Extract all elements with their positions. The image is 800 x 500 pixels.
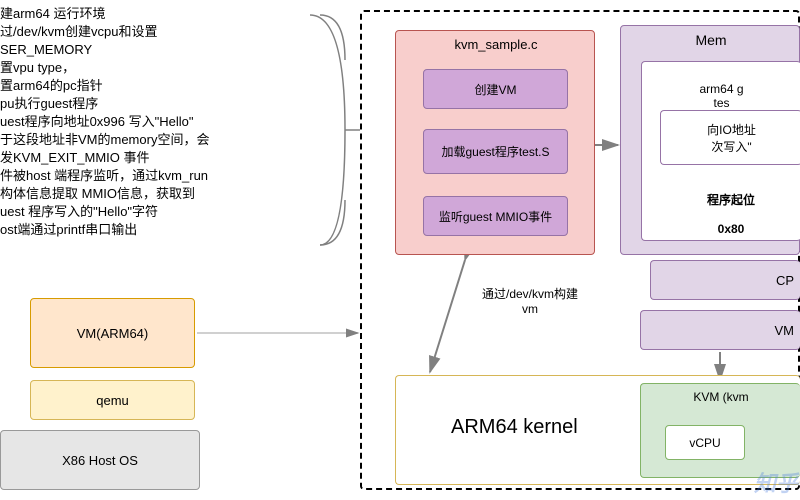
qemu-box: qemu xyxy=(30,380,195,420)
memory-title: Mem xyxy=(621,32,800,48)
desc-line: 于这段地址非VM的memory空间，会 xyxy=(0,131,345,149)
desc-line: uest 程序写入的"Hello"字符 xyxy=(0,203,345,221)
mem-sub2-text: 向IO地址 次写入" xyxy=(707,121,756,155)
desc-line: pu执行guest程序 xyxy=(0,95,345,113)
kvm-label: KVM (kvm xyxy=(641,390,800,404)
item-label: 创建VM xyxy=(474,81,516,98)
kvmsample-item-mmio: 监听guest MMIO事件 xyxy=(423,196,568,236)
kvmsample-item-createvm: 创建VM xyxy=(423,69,568,109)
desc-line: 置vpu type， xyxy=(0,59,345,77)
memory-box: Mem arm64 g tes 向IO地址 次写入" 程序起位 0x80 xyxy=(620,25,800,255)
cpu-box: CP xyxy=(650,260,800,300)
desc-line: 建arm64 运行环境 xyxy=(0,5,345,23)
zhihu-watermark: 知乎 xyxy=(754,466,798,498)
desc-line: 件被host 端程序监听，通过kvm_run xyxy=(0,167,345,185)
arm64-kernel-label: ARM64 kernel xyxy=(451,416,578,439)
desc-line: ost端通过printf串口输出 xyxy=(0,221,345,239)
mem-sub1-text: arm64 g tes xyxy=(646,82,797,110)
cpu-label: CP xyxy=(776,273,794,288)
kvmsample-box: kvm_sample.c 创建VM 加载guest程序test.S 监听gues… xyxy=(395,30,595,255)
mem-sub3-line1: 程序起位 xyxy=(660,191,800,208)
vcpu-label: vCPU xyxy=(689,436,720,450)
desc-line: 发KVM_EXIT_MMIO 事件 xyxy=(0,149,345,167)
kvmsample-title: kvm_sample.c xyxy=(396,37,596,52)
memory-sub2: 向IO地址 次写入" xyxy=(660,110,800,165)
desc-line: uest程序向地址0x996 写入"Hello" xyxy=(0,113,345,131)
vm2-box: VM xyxy=(640,310,800,350)
memory-sub1: arm64 g tes 向IO地址 次写入" 程序起位 0x80 xyxy=(641,61,800,241)
desc-line: SER_MEMORY xyxy=(0,41,345,59)
through-dev-kvm-label: 通过/dev/kvm构建 vm xyxy=(455,285,605,316)
desc-line: 过/dev/kvm创建vcpu和设置 xyxy=(0,23,345,41)
desc-line: 置arm64的pc指针 xyxy=(0,77,345,95)
mem-sub3-line2: 0x80 xyxy=(660,222,800,236)
vm-arm64-label: VM(ARM64) xyxy=(77,326,149,341)
memory-sub3: 程序起位 0x80 xyxy=(660,177,800,250)
item-label: 加载guest程序test.S xyxy=(441,143,549,160)
host-os-box: X86 Host OS xyxy=(0,430,200,490)
qemu-label: qemu xyxy=(96,393,129,408)
vm2-label: VM xyxy=(775,323,795,338)
item-label: 监听guest MMIO事件 xyxy=(439,208,552,225)
kvmsample-item-loadguest: 加载guest程序test.S xyxy=(423,129,568,174)
vm-arm64-box: VM(ARM64) xyxy=(30,298,195,368)
description-text: 建arm64 运行环境 过/dev/kvm创建vcpu和设置 SER_MEMOR… xyxy=(0,5,345,239)
vcpu-box: vCPU xyxy=(665,425,745,460)
host-os-label: X86 Host OS xyxy=(62,453,138,468)
desc-line: 构体信息提取 MMIO信息，获取到 xyxy=(0,185,345,203)
